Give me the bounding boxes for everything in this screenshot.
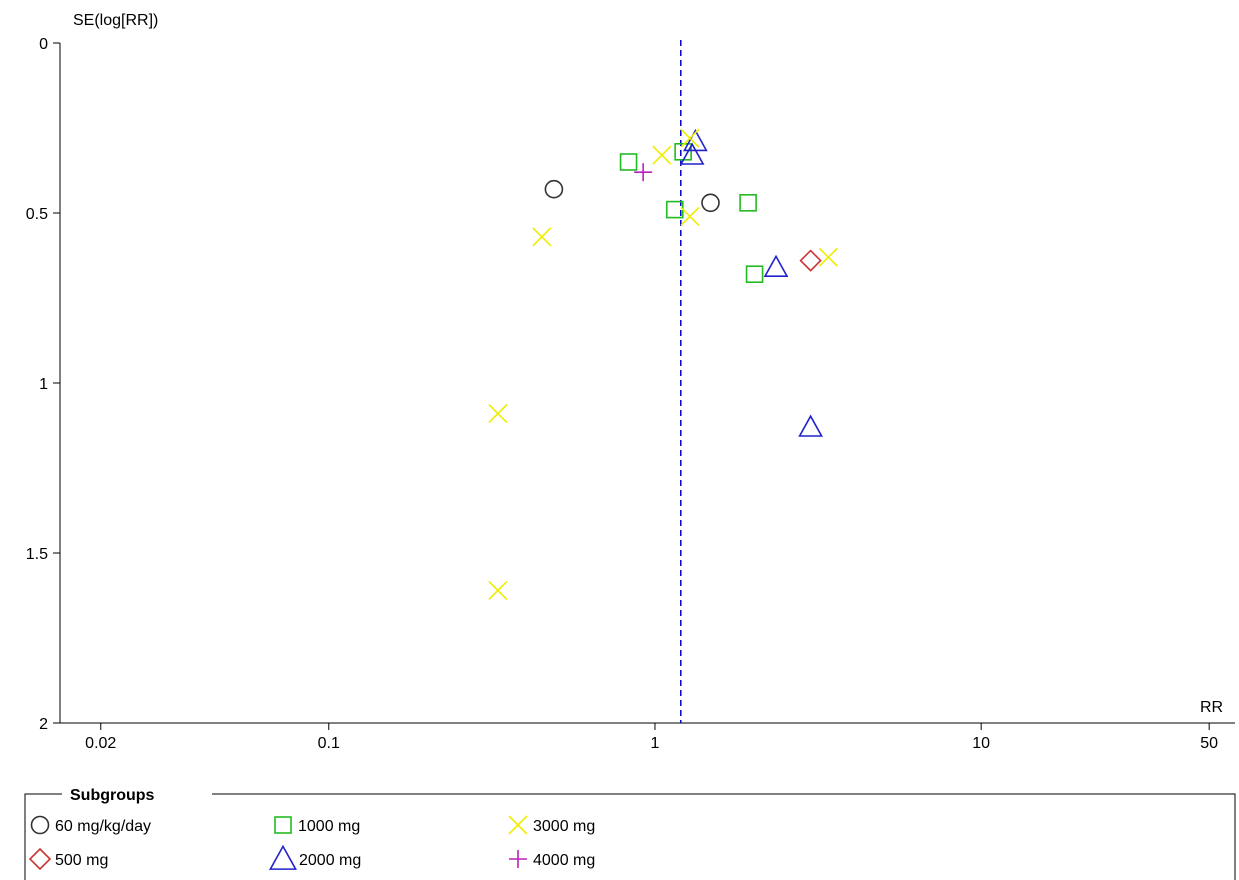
square-marker bbox=[274, 816, 292, 834]
legend-label: 60 mg/kg/day bbox=[55, 818, 151, 835]
axes: 0 0.5 1 1.5 2 0.02 0.1 1 10 50 bbox=[26, 36, 1235, 752]
y-tick-label: 1 bbox=[39, 376, 48, 393]
data-point-series-4 bbox=[652, 145, 672, 165]
square-marker bbox=[739, 194, 757, 212]
x-marker-stroke bbox=[488, 404, 508, 424]
legend-label: 500 mg bbox=[55, 852, 108, 869]
legend-items: 60 mg/kg/day 1000 mg 3000 mg 500 mg 2000 mg 4… bbox=[28, 815, 595, 871]
data-point-series-2 bbox=[739, 194, 757, 212]
square-marker bbox=[619, 153, 638, 171]
data-point-series-3 bbox=[679, 142, 705, 165]
diamond-marker bbox=[28, 847, 52, 871]
x-axis-label: RR bbox=[1200, 699, 1223, 716]
legend-marker bbox=[509, 850, 527, 868]
data-point-series-4 bbox=[488, 580, 508, 600]
legend-label: 1000 mg bbox=[298, 818, 360, 835]
legend-marker bbox=[30, 815, 50, 835]
circle-marker bbox=[30, 815, 50, 835]
triangle-marker bbox=[798, 414, 823, 437]
circle-marker bbox=[701, 193, 720, 213]
x-tick-label: 50 bbox=[1200, 735, 1218, 752]
y-tick-label: 0 bbox=[39, 36, 48, 53]
y-tick-label: 2 bbox=[39, 716, 48, 733]
diamond-marker bbox=[799, 249, 822, 272]
data-point-series-4 bbox=[532, 227, 552, 247]
legend-title: Subgroups bbox=[70, 787, 155, 804]
data-point-series-4 bbox=[680, 128, 700, 148]
triangle-marker bbox=[268, 844, 298, 870]
x-marker-stroke bbox=[532, 227, 552, 247]
legend-marker bbox=[28, 847, 52, 871]
data-point-series-0 bbox=[701, 193, 720, 213]
legend-marker bbox=[508, 815, 528, 835]
x-tick-label: 1 bbox=[651, 735, 660, 752]
x-tick-label: 0.02 bbox=[85, 735, 116, 752]
legend-label: 4000 mg bbox=[533, 852, 595, 869]
x-marker-stroke bbox=[488, 580, 508, 600]
data-point-series-5 bbox=[634, 163, 653, 182]
data-point-series-2 bbox=[619, 153, 638, 171]
data-point-series-4 bbox=[680, 206, 700, 226]
legend-title-bg bbox=[62, 784, 212, 804]
circle-marker bbox=[544, 179, 564, 199]
y-axis-label: SE(log[RR]) bbox=[73, 12, 158, 29]
data-point-series-3 bbox=[763, 254, 789, 278]
x-marker-stroke bbox=[680, 206, 700, 226]
legend-label: 3000 mg bbox=[533, 818, 595, 835]
data-points bbox=[488, 128, 838, 600]
data-point-series-0 bbox=[544, 179, 564, 199]
data-point-series-2 bbox=[745, 265, 764, 284]
legend-border bbox=[24, 793, 1236, 880]
data-point-series-4 bbox=[818, 247, 838, 267]
legend-marker bbox=[274, 816, 292, 834]
legend-label: 2000 mg bbox=[299, 852, 361, 869]
triangle-marker bbox=[763, 254, 789, 278]
x-tick-label: 0.1 bbox=[318, 735, 340, 752]
y-tick-label: 0.5 bbox=[26, 206, 48, 223]
data-point-series-1 bbox=[799, 249, 822, 272]
data-point-series-3 bbox=[798, 414, 823, 437]
x-marker-stroke bbox=[508, 815, 528, 835]
x-marker-stroke bbox=[652, 145, 672, 165]
x-tick-label: 10 bbox=[972, 735, 990, 752]
legend-marker bbox=[268, 844, 298, 870]
data-point-series-4 bbox=[488, 404, 508, 424]
legend: Subgroups 60 mg/kg/day 1000 mg 3000 mg 500 … bbox=[24, 784, 1236, 880]
triangle-marker bbox=[679, 142, 705, 165]
x-marker-stroke bbox=[818, 247, 838, 267]
y-tick-label: 1.5 bbox=[26, 546, 48, 563]
x-marker-stroke bbox=[680, 128, 700, 148]
square-marker bbox=[745, 265, 764, 284]
